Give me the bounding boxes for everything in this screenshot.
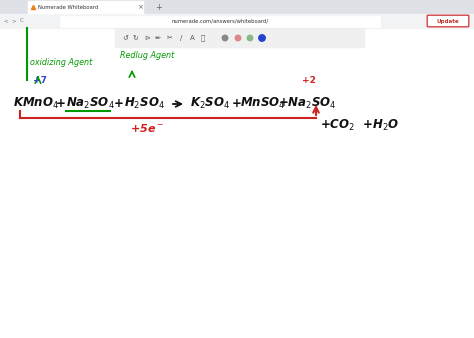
Circle shape (235, 35, 241, 41)
Bar (60, 16, 380, 26)
Text: ⬛: ⬛ (201, 35, 205, 41)
FancyBboxPatch shape (427, 15, 469, 27)
Text: K$_2$SO$_4$: K$_2$SO$_4$ (190, 96, 230, 111)
Text: ↻: ↻ (132, 35, 138, 41)
Text: ✏: ✏ (155, 35, 161, 41)
Text: +CO$_2$  +H$_2$O: +CO$_2$ +H$_2$O (320, 118, 399, 133)
Text: ⊳: ⊳ (144, 35, 150, 41)
Text: +: + (232, 97, 242, 110)
Text: Redlug Agent: Redlug Agent (120, 51, 174, 60)
Circle shape (259, 35, 265, 41)
Text: C: C (20, 19, 24, 24)
Text: MnSO$_4$: MnSO$_4$ (240, 96, 285, 111)
Text: oxidizing Agent: oxidizing Agent (30, 58, 92, 67)
Text: Numerade Whiteboard: Numerade Whiteboard (38, 5, 98, 10)
Text: +5e$^-$: +5e$^-$ (130, 122, 164, 134)
Circle shape (222, 35, 228, 41)
Text: Update: Update (437, 19, 459, 24)
Text: ↺: ↺ (122, 35, 128, 41)
Text: /: / (180, 35, 182, 41)
Text: +2: +2 (302, 76, 316, 85)
Bar (28, 1, 143, 13)
Bar (115, 28, 365, 48)
Text: numerade.com/answers/whiteboard/: numerade.com/answers/whiteboard/ (172, 19, 269, 24)
Text: +: + (155, 3, 162, 12)
Text: ×: × (137, 4, 143, 10)
Text: Na$_2$SO$_4$: Na$_2$SO$_4$ (66, 96, 115, 111)
Text: KMnO$_4$: KMnO$_4$ (13, 96, 59, 111)
Text: +Na$_2$SO$_4$: +Na$_2$SO$_4$ (278, 96, 337, 111)
Text: <: < (4, 19, 9, 24)
Text: H$_2$SO$_4$: H$_2$SO$_4$ (124, 96, 165, 111)
Bar (0, 0, 474, 14)
Text: >: > (12, 19, 16, 24)
Circle shape (247, 35, 253, 41)
Text: +: + (114, 97, 124, 110)
Text: +: + (56, 97, 66, 110)
Bar (0, 14, 474, 28)
Text: ✂: ✂ (167, 35, 173, 41)
Text: +7: +7 (33, 76, 47, 85)
Text: A: A (190, 35, 194, 41)
